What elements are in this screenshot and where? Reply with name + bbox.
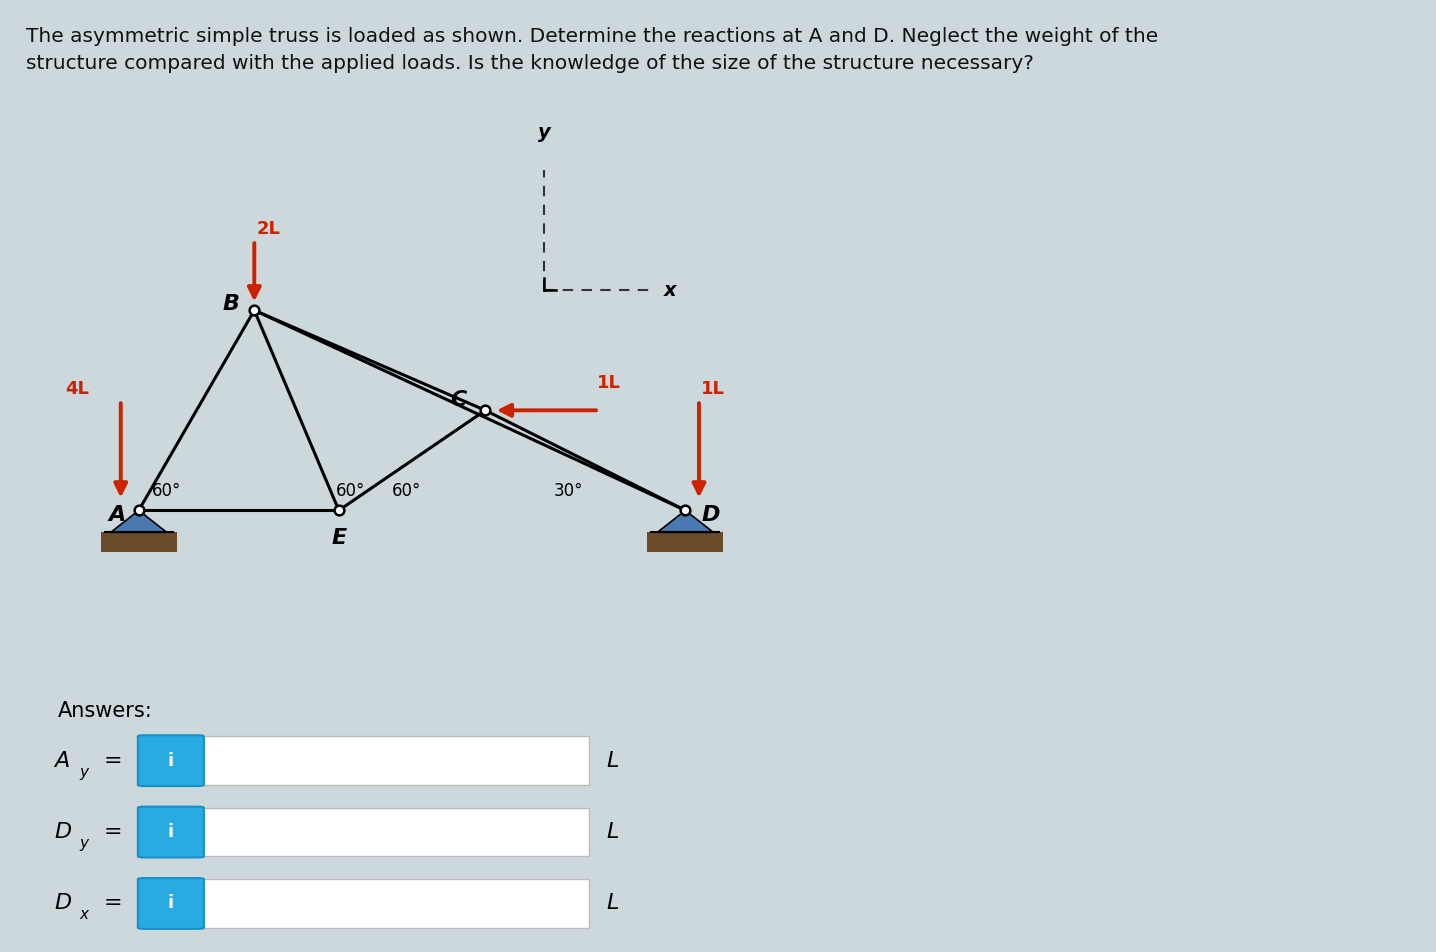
Bar: [201, 880, 589, 927]
Polygon shape: [111, 510, 167, 532]
Text: D: D: [55, 822, 72, 843]
Text: 2L: 2L: [257, 220, 281, 238]
Text: y: y: [79, 836, 88, 851]
Text: D: D: [55, 893, 72, 914]
Text: y: y: [537, 123, 550, 142]
Text: =: =: [103, 893, 122, 914]
Text: Answers:: Answers:: [57, 701, 152, 721]
Text: B: B: [223, 294, 240, 314]
Text: x: x: [663, 281, 676, 300]
Text: L: L: [606, 893, 619, 914]
Text: 60°: 60°: [336, 483, 366, 501]
FancyBboxPatch shape: [138, 735, 204, 786]
Polygon shape: [658, 510, 714, 532]
Text: L: L: [606, 822, 619, 843]
Bar: [201, 737, 589, 784]
Bar: [201, 807, 589, 857]
Text: A: A: [55, 750, 70, 771]
Text: =: =: [103, 822, 122, 843]
Text: D: D: [702, 506, 721, 526]
Text: i: i: [168, 752, 174, 769]
Text: i: i: [168, 823, 174, 841]
Text: i: i: [168, 895, 174, 912]
Text: The asymmetric simple truss is loaded as shown. Determine the reactions at A and: The asymmetric simple truss is loaded as…: [26, 28, 1157, 73]
Text: C: C: [451, 390, 467, 410]
Bar: [101, 532, 177, 552]
Text: 1L: 1L: [701, 380, 725, 398]
Text: y: y: [79, 764, 88, 780]
Text: =: =: [103, 750, 122, 771]
Text: 4L: 4L: [65, 380, 89, 398]
Bar: [648, 532, 724, 552]
FancyBboxPatch shape: [138, 878, 204, 929]
FancyBboxPatch shape: [138, 806, 204, 858]
Text: E: E: [332, 528, 346, 548]
Text: L: L: [606, 750, 619, 771]
Text: 1L: 1L: [597, 374, 620, 392]
Text: 60°: 60°: [392, 483, 422, 501]
Text: x: x: [79, 907, 88, 922]
Text: 30°: 30°: [554, 483, 583, 501]
Text: A: A: [108, 506, 125, 526]
Text: 60°: 60°: [152, 483, 181, 501]
